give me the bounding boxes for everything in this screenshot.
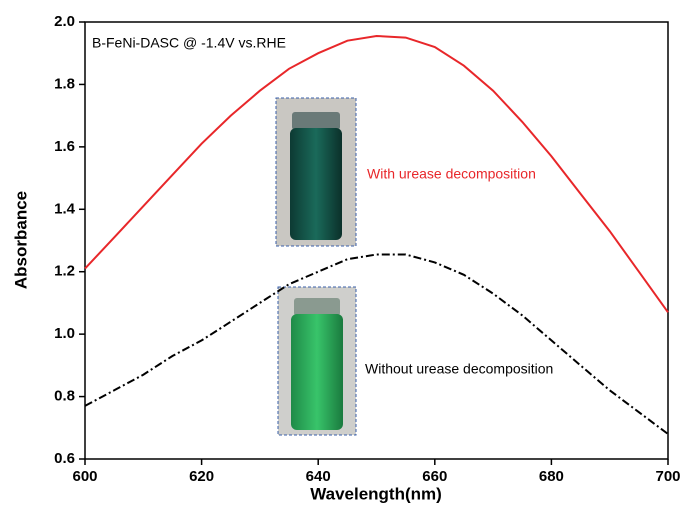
y-tick-label: 1.0 bbox=[54, 325, 75, 342]
x-tick-label: 600 bbox=[72, 468, 97, 485]
y-axis-title: Absorbance bbox=[11, 191, 30, 289]
y-tick-label: 1.4 bbox=[54, 200, 76, 217]
annotation: B-FeNi-DASC @ -1.4V vs.RHE bbox=[92, 35, 286, 51]
y-tick-label: 0.8 bbox=[54, 388, 75, 405]
x-tick-label: 620 bbox=[189, 468, 214, 485]
x-tick-label: 640 bbox=[306, 468, 331, 485]
photo-without-urease bbox=[277, 286, 357, 436]
x-tick-label: 700 bbox=[655, 468, 680, 485]
y-tick-label: 0.6 bbox=[54, 450, 75, 467]
x-tick-label: 660 bbox=[422, 468, 447, 485]
x-axis-title: Wavelength(nm) bbox=[310, 484, 442, 503]
y-tick-label: 1.6 bbox=[54, 138, 75, 155]
x-tick-label: 680 bbox=[539, 468, 564, 485]
series-line bbox=[84, 253, 669, 435]
photo-with-urease bbox=[275, 97, 357, 247]
series-label: With urease decomposition bbox=[367, 166, 536, 182]
series-line bbox=[84, 34, 669, 313]
y-tick-label: 1.2 bbox=[54, 263, 75, 280]
y-tick-label: 2.0 bbox=[54, 13, 75, 30]
y-tick-label: 1.8 bbox=[54, 75, 75, 92]
plot-frame bbox=[84, 21, 669, 460]
series-label: Without urease decomposition bbox=[365, 361, 553, 377]
